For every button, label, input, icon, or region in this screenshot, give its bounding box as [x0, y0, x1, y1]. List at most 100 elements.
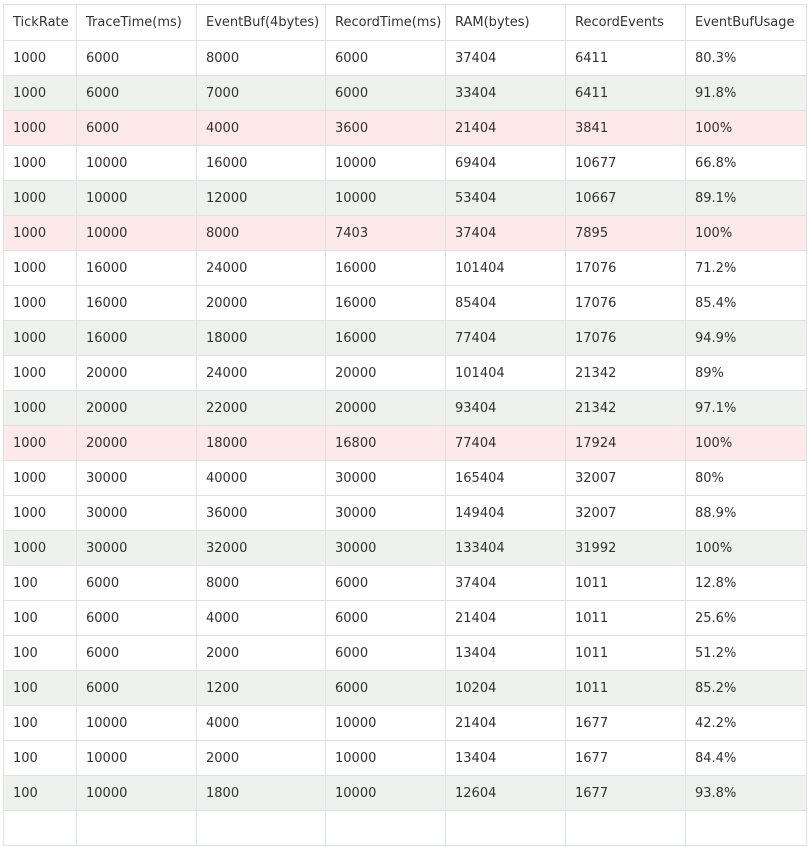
- cell-recordtime: 6000: [325, 40, 446, 76]
- header-tracetime: TraceTime(ms): [76, 4, 197, 41]
- table-row: 1000 20000 22000 20000 93404 21342 97.1%: [3, 390, 807, 426]
- cell-recordtime: [325, 810, 446, 846]
- cell-eventbuf: 1800: [196, 775, 326, 811]
- cell-recordtime: 3600: [325, 110, 446, 146]
- cell-eventbufusage: 80.3%: [685, 40, 807, 76]
- cell-recordtime: 6000: [325, 75, 446, 111]
- cell-ram: 101404: [445, 355, 566, 391]
- cell-eventbuf: 1200: [196, 670, 326, 706]
- cell-tracetime: 10000: [76, 775, 197, 811]
- cell-tracetime: 6000: [76, 635, 197, 671]
- cell-eventbufusage: 42.2%: [685, 705, 807, 741]
- cell-ram: 21404: [445, 110, 566, 146]
- cell-eventbufusage: 100%: [685, 110, 807, 146]
- cell-recordtime: 10000: [325, 775, 446, 811]
- cell-eventbuf: 4000: [196, 110, 326, 146]
- cell-ram: 37404: [445, 40, 566, 76]
- header-recordtime: RecordTime(ms): [325, 4, 446, 41]
- cell-recordtime: 10000: [325, 740, 446, 776]
- results-table: TickRate TraceTime(ms) EventBuf(4bytes) …: [3, 4, 807, 846]
- results-table-container: TickRate TraceTime(ms) EventBuf(4bytes) …: [3, 4, 807, 846]
- cell-tracetime: 30000: [76, 530, 197, 566]
- cell-recordtime: 6000: [325, 600, 446, 636]
- cell-eventbuf: 8000: [196, 215, 326, 251]
- cell-eventbufusage: 89%: [685, 355, 807, 391]
- cell-eventbufusage: 100%: [685, 530, 807, 566]
- cell-ram: 149404: [445, 495, 566, 531]
- cell-recordtime: 6000: [325, 670, 446, 706]
- cell-tracetime: 30000: [76, 495, 197, 531]
- cell-tickrate: 1000: [3, 110, 77, 146]
- cell-recordevents: 21342: [565, 355, 686, 391]
- cell-tracetime: 16000: [76, 320, 197, 356]
- cell-recordevents: 7895: [565, 215, 686, 251]
- cell-eventbufusage: [685, 810, 807, 846]
- cell-tracetime: 6000: [76, 40, 197, 76]
- cell-tickrate: 1000: [3, 355, 77, 391]
- cell-recordtime: 30000: [325, 530, 446, 566]
- cell-tickrate: 1000: [3, 145, 77, 181]
- cell-recordevents: 3841: [565, 110, 686, 146]
- cell-ram: 33404: [445, 75, 566, 111]
- cell-eventbuf: 2000: [196, 635, 326, 671]
- cell-recordevents: 1011: [565, 565, 686, 601]
- cell-tracetime: 10000: [76, 705, 197, 741]
- cell-eventbuf: 4000: [196, 705, 326, 741]
- table-row: 1000 10000 8000 7403 37404 7895 100%: [3, 215, 807, 251]
- cell-tickrate: [3, 810, 77, 846]
- cell-tracetime: 6000: [76, 670, 197, 706]
- cell-tickrate: 100: [3, 705, 77, 741]
- table-row: 100 6000 4000 6000 21404 1011 25.6%: [3, 600, 807, 636]
- cell-ram: 77404: [445, 425, 566, 461]
- cell-tickrate: 100: [3, 565, 77, 601]
- cell-recordevents: 32007: [565, 495, 686, 531]
- cell-eventbuf: 8000: [196, 565, 326, 601]
- cell-tracetime: 20000: [76, 425, 197, 461]
- cell-recordtime: 16000: [325, 320, 446, 356]
- cell-recordtime: 10000: [325, 145, 446, 181]
- cell-ram: 13404: [445, 635, 566, 671]
- cell-eventbuf: 2000: [196, 740, 326, 776]
- cell-recordtime: 16800: [325, 425, 446, 461]
- table-row: 1000 6000 8000 6000 37404 6411 80.3%: [3, 40, 807, 76]
- cell-tickrate: 100: [3, 670, 77, 706]
- cell-ram: 93404: [445, 390, 566, 426]
- cell-eventbuf: 40000: [196, 460, 326, 496]
- cell-tickrate: 1000: [3, 320, 77, 356]
- cell-recordevents: 17076: [565, 285, 686, 321]
- cell-eventbufusage: 97.1%: [685, 390, 807, 426]
- cell-tickrate: 1000: [3, 425, 77, 461]
- cell-eventbufusage: 51.2%: [685, 635, 807, 671]
- cell-eventbufusage: 84.4%: [685, 740, 807, 776]
- table-body: 1000 6000 8000 6000 37404 6411 80.3% 1000 6000 70…: [3, 40, 807, 846]
- table-row: 1000 16000 18000 16000 77404 17076 94.9%: [3, 320, 807, 356]
- cell-recordevents: 31992: [565, 530, 686, 566]
- cell-ram: 37404: [445, 215, 566, 251]
- table-row: 1000 16000 24000 16000 101404 17076 71.2%: [3, 250, 807, 286]
- cell-recordevents: 17924: [565, 425, 686, 461]
- table-row: 1000 30000 40000 30000 165404 32007 80%: [3, 460, 807, 496]
- cell-recordevents: 21342: [565, 390, 686, 426]
- cell-eventbufusage: 88.9%: [685, 495, 807, 531]
- cell-eventbuf: 36000: [196, 495, 326, 531]
- cell-eventbuf: 12000: [196, 180, 326, 216]
- cell-tickrate: 1000: [3, 285, 77, 321]
- cell-eventbuf: 7000: [196, 75, 326, 111]
- cell-tickrate: 1000: [3, 390, 77, 426]
- cell-recordevents: 1677: [565, 740, 686, 776]
- cell-ram: 77404: [445, 320, 566, 356]
- cell-tracetime: [76, 810, 197, 846]
- cell-tickrate: 100: [3, 600, 77, 636]
- cell-recordtime: 6000: [325, 565, 446, 601]
- header-eventbufusage: EventBufUsage: [685, 4, 807, 41]
- cell-tracetime: 6000: [76, 565, 197, 601]
- cell-eventbufusage: 80%: [685, 460, 807, 496]
- cell-recordtime: 30000: [325, 495, 446, 531]
- header-eventbuf: EventBuf(4bytes): [196, 4, 326, 41]
- cell-ram: 10204: [445, 670, 566, 706]
- table-row: 1000 30000 32000 30000 133404 31992 100%: [3, 530, 807, 566]
- cell-tracetime: 6000: [76, 110, 197, 146]
- cell-ram: 133404: [445, 530, 566, 566]
- cell-recordtime: 16000: [325, 285, 446, 321]
- cell-tickrate: 1000: [3, 250, 77, 286]
